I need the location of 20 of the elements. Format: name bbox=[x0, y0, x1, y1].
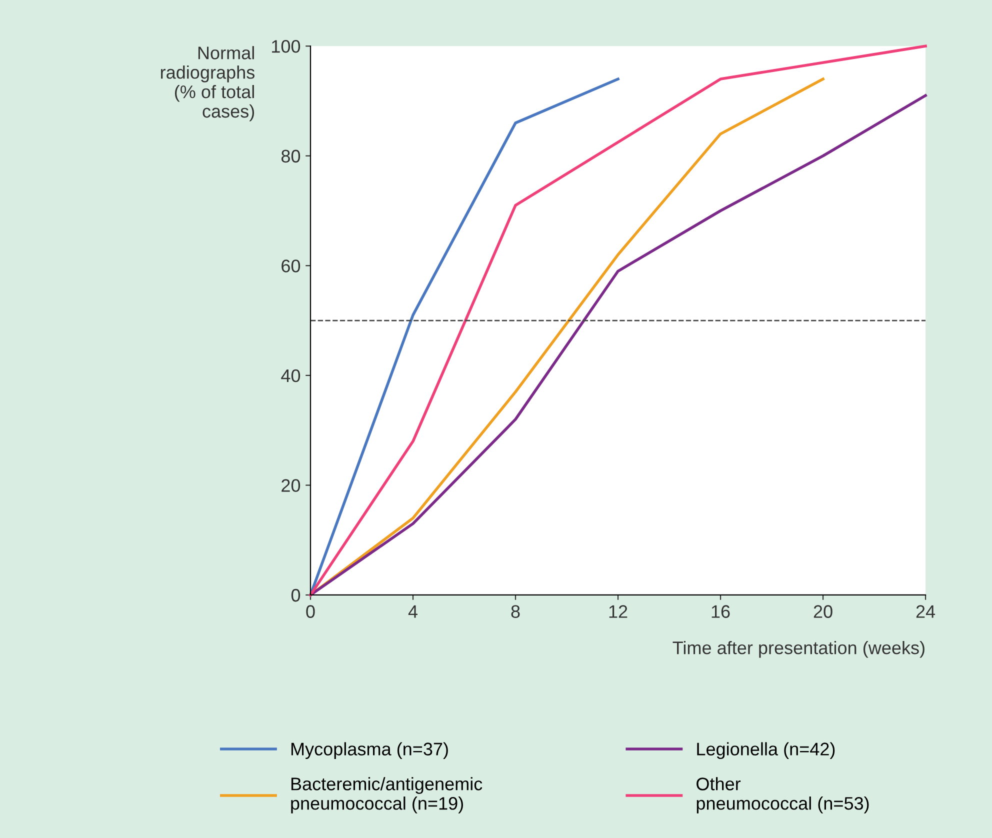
legend-label: Other pneumococcal (n=53) bbox=[696, 777, 869, 814]
line-series bbox=[309, 78, 620, 596]
x-tick-label: 8 bbox=[511, 605, 520, 618]
x-tick-label: 24 bbox=[916, 605, 936, 618]
legend-label: Legionella (n=42) bbox=[697, 742, 835, 760]
y-tick-label: 100 bbox=[272, 40, 300, 53]
x-tick-label: 16 bbox=[712, 605, 730, 618]
y-tick-label: 40 bbox=[281, 369, 300, 382]
x-axis-title: Time after presentation (weeks) bbox=[672, 640, 924, 658]
x-tick-label: 0 bbox=[306, 605, 315, 618]
y-tick-label: 80 bbox=[281, 150, 300, 163]
x-tick-label: 4 bbox=[408, 605, 418, 618]
legend-label: Bacteremic/antigenemic pneumococcal (n=19) bbox=[291, 777, 482, 814]
y-tick-label: 60 bbox=[282, 260, 300, 272]
y-tick-label: 0 bbox=[291, 588, 300, 602]
y-axis-title: Normal radiographs (% of total cases) bbox=[160, 46, 254, 122]
legend-label: Mycoplasma (n=37) bbox=[291, 742, 448, 760]
x-tick-label: 20 bbox=[814, 605, 832, 618]
x-tick-label: 12 bbox=[609, 605, 628, 618]
y-tick-label: 20 bbox=[282, 479, 300, 492]
